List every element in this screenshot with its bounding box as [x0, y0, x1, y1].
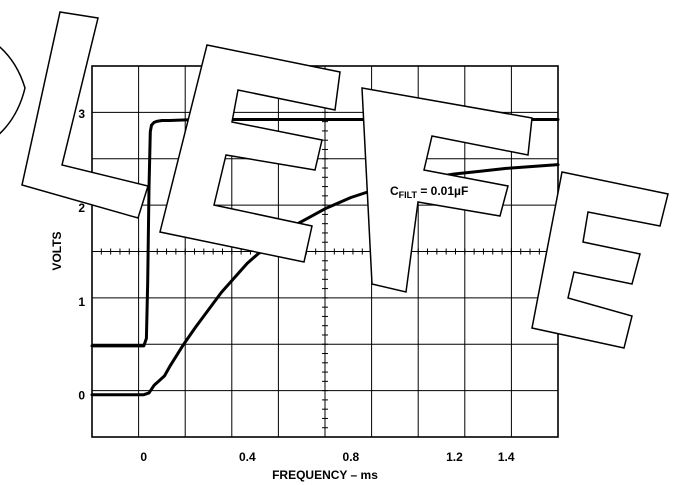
watermark-letter-l — [21, 11, 149, 219]
y-tick-label: 0 — [78, 389, 85, 403]
watermark-letter-t — [361, 87, 533, 293]
x-tick-label: 1.2 — [446, 450, 463, 464]
x-axis-label: FREQUENCY – ms — [272, 468, 378, 482]
watermark-letter-e — [159, 44, 341, 263]
labels: CFILT = 0.01µF FREQUENCY – ms VOLTS 0 0.4… — [50, 107, 515, 482]
obsolete-watermark — [0, 11, 669, 349]
x-tick-label: 1.4 — [498, 450, 515, 464]
x-tick-label: 0.4 — [239, 450, 256, 464]
y-axis-label: VOLTS — [50, 231, 64, 270]
y-tick-label: 1 — [78, 295, 85, 309]
series-1-line — [90, 118, 560, 348]
annotation-subscript: FILT — [399, 190, 418, 200]
annotation-suffix: = 0.01µF — [417, 184, 468, 198]
watermark-letter-e — [531, 171, 669, 349]
watermark-letter-o — [0, 46, 26, 135]
x-tick-label: 0.8 — [343, 450, 360, 464]
annotation-prefix: C — [390, 184, 399, 198]
y-tick-label: 3 — [78, 107, 85, 121]
filter-capacitor-annotation: CFILT = 0.01µF — [390, 184, 468, 200]
y-tick-label: 2 — [78, 201, 85, 215]
x-tick-label: 0 — [140, 450, 147, 464]
